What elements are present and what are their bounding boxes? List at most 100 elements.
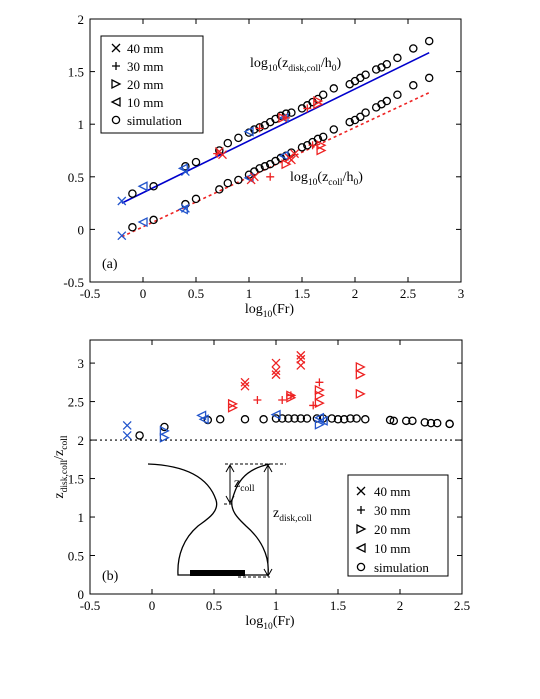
marker-shape (308, 141, 317, 150)
marker-shape (111, 78, 122, 90)
data-point (339, 415, 349, 424)
y-tick-label: 1 (78, 117, 85, 132)
data-point (314, 419, 325, 430)
marker-shape (240, 415, 250, 424)
marker-shape (382, 96, 392, 106)
series-20-mm (278, 96, 327, 170)
data-point (316, 140, 327, 151)
data-point (284, 414, 293, 423)
legend-marker (111, 43, 121, 53)
annotation-lower: log10(zcoll/h0) (290, 170, 363, 188)
data-point (250, 125, 259, 134)
marker-shape (191, 194, 201, 204)
x-tick-label: 2.5 (454, 598, 470, 613)
data-point (240, 415, 250, 424)
y-tick-label: 2 (78, 12, 85, 27)
legend-entry: 40 mm (374, 484, 410, 499)
marker-shape (313, 96, 324, 107)
data-point (355, 388, 366, 399)
marker-shape (240, 377, 250, 387)
marker-shape (420, 418, 430, 427)
data-point (361, 70, 370, 80)
data-point (215, 415, 225, 424)
marker-shape (361, 70, 370, 80)
data-point (223, 138, 233, 148)
data-point (159, 425, 170, 436)
marker-shape (234, 133, 243, 143)
marker-shape (149, 182, 158, 191)
marker-shape (218, 150, 227, 160)
data-point (420, 418, 430, 427)
data-point (243, 126, 254, 137)
data-point (313, 96, 324, 107)
marker-shape (316, 145, 327, 156)
x-tick-label: 1.5 (330, 598, 346, 613)
data-point (249, 172, 259, 182)
data-point (149, 215, 158, 225)
data-point (191, 194, 201, 204)
data-point (313, 134, 323, 144)
x-tick-label: 1 (246, 286, 253, 301)
series-simulation (128, 36, 434, 198)
marker-shape (117, 196, 127, 206)
data-point (278, 112, 289, 123)
legend-marker (355, 542, 366, 554)
panel-label: (a) (102, 257, 118, 272)
marker-shape (329, 125, 339, 134)
inset-label-z-disk-coll: zdisk,coll (273, 506, 312, 524)
series-40-mm (122, 420, 132, 440)
data-point (401, 416, 411, 426)
marker-shape (393, 53, 402, 63)
y-tick-label: 2 (78, 433, 85, 448)
marker-shape (296, 414, 306, 423)
data-point (316, 145, 327, 156)
data-point (213, 149, 222, 158)
marker-shape (296, 360, 306, 370)
data-point (389, 416, 399, 426)
data-point (198, 414, 209, 425)
marker-shape (303, 104, 312, 113)
marker-shape (382, 59, 392, 69)
data-point (408, 416, 417, 426)
y-tick-label: 1.5 (68, 472, 84, 487)
data-point (361, 415, 370, 424)
data-point (137, 181, 148, 192)
data-point (296, 360, 306, 370)
marker-shape (315, 378, 324, 387)
y-tick-label: -0.5 (63, 275, 84, 290)
data-point (128, 223, 137, 232)
data-point (302, 414, 312, 423)
data-point (159, 432, 170, 443)
marker-shape (317, 415, 328, 426)
marker-shape (318, 90, 328, 99)
series-20-mm (159, 419, 325, 443)
data-point (352, 414, 361, 423)
data-point (329, 84, 339, 93)
marker-shape (355, 369, 366, 380)
marker-shape (223, 138, 233, 148)
y-tick-label: 0.5 (68, 170, 84, 185)
marker-shape (110, 96, 121, 108)
inset-label-z-coll: zcoll (234, 476, 255, 494)
marker-shape (215, 185, 224, 194)
series-30-mm (253, 378, 324, 410)
series-40-mm (240, 350, 306, 391)
marker-shape (318, 132, 328, 142)
data-point (290, 414, 299, 423)
legend: 40 mm 30 mm 20 mm 10 mm simulation (100, 35, 204, 134)
x-tick-label: 1.5 (294, 286, 310, 301)
marker-shape (409, 44, 418, 53)
legend-marker (357, 506, 365, 514)
marker-shape (356, 486, 366, 496)
marker-shape (314, 419, 325, 430)
data-point (296, 350, 306, 360)
marker-shape (329, 84, 339, 93)
data-point (253, 396, 262, 405)
data-point (286, 155, 296, 165)
data-point (259, 415, 268, 424)
data-point (215, 185, 224, 194)
marker-shape (426, 418, 436, 428)
marker-shape (271, 366, 281, 376)
marker-shape (259, 415, 268, 424)
data-point (240, 377, 250, 387)
